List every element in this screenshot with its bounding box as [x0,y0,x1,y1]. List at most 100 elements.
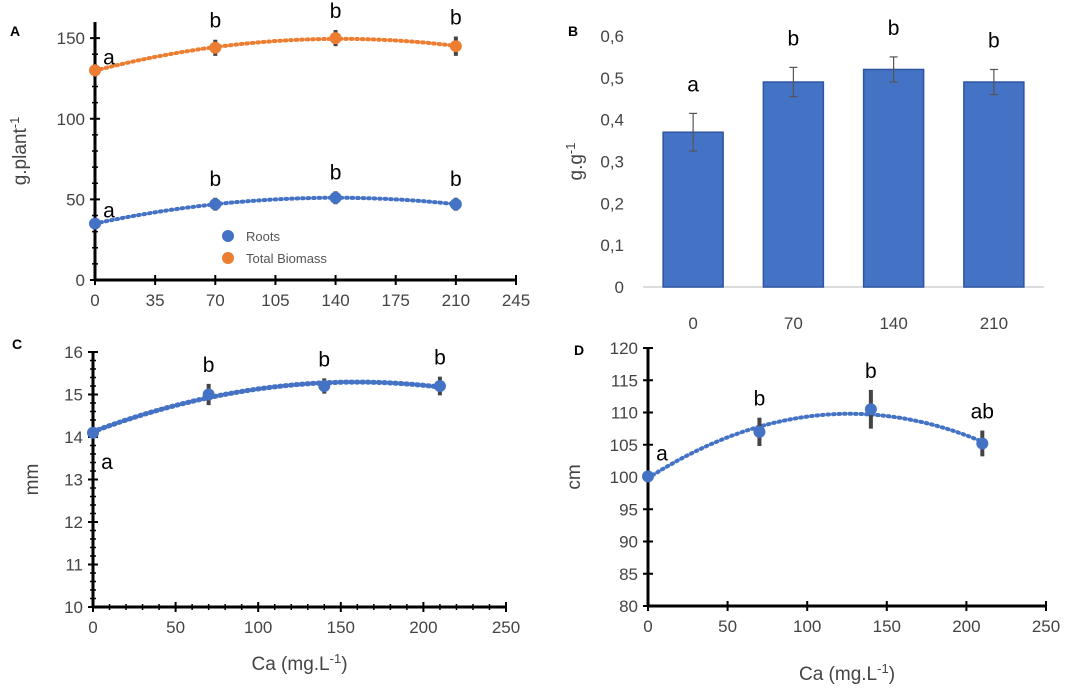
panel-a-point [89,64,101,77]
panel-c-y-tick-label: 12 [64,513,83,532]
panel-d-trendline-0 [646,411,985,481]
panel-a-y-tick-label: 0 [76,271,85,290]
legend-label: Total Biomass [246,251,327,266]
panel-d-x-tick-label: 50 [718,617,737,636]
panel-c-y-axis-title: mm [22,464,43,496]
panel-c-x-tick-label: 100 [244,618,272,637]
panel-label-a: A [10,23,20,39]
panel-b-chart: 0 0,1 0,2 0,3 0,4 0,5 0,6 a 0 b 70 b 140 b 210 g.g-1 [563,17,1044,333]
panel-a-trendline-1 [93,36,458,73]
panel-b-significance-letter: b [988,29,1000,52]
panel-d-y-tick-label: 80 [619,597,638,616]
panel-d-x-tick-label: 0 [643,617,652,636]
panel-b-bar [862,68,925,288]
panel-d-significance-letter: b [865,360,877,383]
panel-d-point [642,470,654,483]
panel-c-trendline-0 [90,379,443,435]
panel-d-x-tick-label: 200 [952,617,980,636]
panel-b-bar [963,81,1025,288]
panel-c-x-tick-label: 250 [492,618,520,637]
panel-c-significance-letter: b [318,348,330,371]
panel-a-x-tick-label: 140 [321,291,349,310]
panel-c-x-tick-label: 150 [327,618,355,637]
legend-label: Roots [246,229,280,244]
panel-d-x-axis-title: Ca (mg.L-1) [799,661,895,685]
panel-a-x-tick-label: 175 [382,291,410,310]
panel-a-significance-letter: b [450,7,462,30]
panel-c-y-tick-label: 15 [64,386,83,405]
panel-c-significance-letter: a [101,451,113,474]
panel-d-y-tick-label: 90 [619,533,638,552]
panel-c-chart: 10 11 12 13 14 15 16 0 50 100 150 200 250 a b b b mm Ca (m… [22,343,520,675]
panel-c-y-tick-label: 10 [64,598,83,617]
panel-d-y-axis-title: cm [564,464,585,489]
panel-c-point [318,380,331,392]
panel-a-y-tick-label: 100 [57,110,85,129]
panel-d-y-tick-label: 110 [611,404,638,423]
panel-c-point [87,426,99,439]
panel-b-y-tick-label: 0,4 [600,111,624,130]
panel-d-y-tick-label: 120 [610,339,638,358]
panel-a-point [209,41,222,54]
panel-b-x-tick-label: 140 [879,314,907,333]
legend-marker [222,230,234,242]
panel-d-point [976,437,989,450]
panel-c-x-axis-title: Ca (mg.L-1) [251,651,347,675]
panel-b-y-tick-label: 0 [615,278,624,297]
panel-a-x-tick-label: 0 [90,291,99,310]
panel-d-point [753,425,766,438]
panel-a-x-tick-label: 245 [502,291,530,310]
panel-b-y-tick-label: 0,6 [600,27,624,46]
panel-a-chart: 0 50 100 150 0 35 70 105 140 175 210 245 a b b b a b b b g.p… [7,0,530,310]
panel-a-point [449,40,462,53]
panel-d-y-tick-label: 85 [619,565,638,584]
panel-b-significance-letter: b [888,17,900,40]
panel-d-x-tick-label: 150 [873,617,901,636]
panel-b-y-tick-label: 0,3 [600,153,624,172]
panel-b-y-axis-title: g.g-1 [563,143,587,181]
panel-b-x-tick-label: 210 [980,314,1008,333]
panel-b-x-tick-label: 70 [784,314,803,333]
panel-c-significance-letter: b [203,354,215,377]
panel-b-y-tick-label: 0,2 [600,194,624,213]
panel-c-y-tick-label: 16 [64,343,83,362]
panel-d-y-tick-label: 105 [610,436,638,455]
panel-c-point [202,388,215,401]
panel-c-x-tick-label: 200 [409,618,437,637]
panel-a-point [89,217,101,230]
panel-a-point [209,198,222,211]
panel-b-significance-letter: b [788,27,800,50]
panel-d-point [864,403,877,416]
panel-label-c: C [12,336,22,352]
panel-a-trendline-0 [93,195,458,226]
panel-a-x-tick-label: 70 [206,291,225,310]
panel-b-significance-letter: a [687,73,699,96]
panel-b-y-tick-label: 0,5 [600,69,624,88]
panel-d-significance-letter: b [754,388,766,411]
panel-a-significance-letter: b [209,168,221,191]
panel-b-bar [662,131,724,288]
panel-label-b: B [568,23,578,39]
panel-a-point [329,191,342,204]
panel-a-significance-letter: b [450,168,462,191]
panel-a-y-tick-label: 150 [57,29,85,48]
panel-b-bar [762,81,825,288]
panel-d-significance-letter: ab [971,401,994,424]
panel-a-y-tick-label: 50 [66,190,85,209]
panel-a-x-tick-label: 210 [442,291,470,310]
panel-a-point [449,198,462,211]
panel-b-x-tick-label: 0 [688,314,697,333]
panel-a-x-tick-label: 35 [146,291,165,310]
panel-a-significance-letter: b [330,161,342,184]
panel-c-point [433,380,446,392]
panel-a-legend: Roots Total Biomass [222,229,327,266]
legend-marker [222,252,234,264]
panel-c-significance-letter: b [434,347,446,370]
panel-a-x-tick-label: 105 [261,291,289,310]
panel-d-significance-letter: a [656,442,668,465]
panel-a-significance-letter: b [330,0,342,23]
panel-label-d: D [574,342,584,358]
panel-d-y-tick-label: 100 [610,468,638,487]
